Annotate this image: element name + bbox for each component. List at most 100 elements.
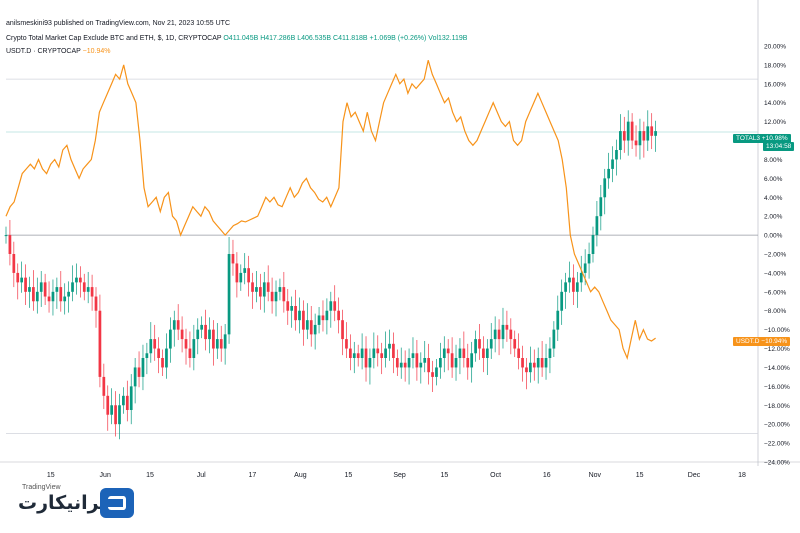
candle-body (180, 329, 184, 340)
x-tick-label: 15 (345, 472, 353, 479)
candle-body (439, 358, 442, 368)
candle-body (587, 254, 591, 264)
candle-body (129, 386, 133, 410)
candle-body (82, 282, 86, 292)
candle-body (149, 339, 153, 354)
candle-body (8, 235, 12, 254)
candle-body (423, 358, 427, 363)
candle-body (384, 348, 387, 358)
candle-body (32, 287, 35, 302)
candle-body (622, 131, 626, 141)
candle-body (215, 339, 219, 349)
candle-body (345, 339, 348, 349)
candle-body (90, 287, 94, 297)
candle-body (239, 272, 243, 283)
candle-body (462, 348, 466, 358)
x-tick-label: Dec (688, 472, 701, 479)
candle-body (364, 348, 368, 368)
candle-body (395, 358, 399, 368)
candle-body (630, 121, 634, 141)
candle-body (102, 376, 106, 396)
x-tick-label: Oct (490, 472, 501, 479)
x-tick-label: Nov (589, 472, 602, 479)
y-tick-label: −16.00% (764, 384, 790, 391)
candle-body (392, 343, 395, 358)
candle-body (544, 358, 548, 368)
candle-body (305, 320, 309, 330)
candle-body (165, 348, 168, 368)
candle-body (548, 348, 552, 358)
candle-body (235, 263, 239, 283)
total3-tag-value: +10.98% (761, 135, 788, 142)
candle-body (317, 315, 321, 325)
candle-body (376, 348, 380, 354)
usdt-dominance-line (5, 60, 656, 360)
candle-body (337, 310, 340, 321)
candle-body (78, 277, 82, 283)
candle-body (532, 362, 536, 368)
candle-body (188, 348, 192, 358)
candle-body (71, 282, 74, 292)
candle-body (63, 296, 67, 302)
candle-body (568, 277, 571, 283)
x-tick-label: 16 (543, 472, 551, 479)
candle-body (43, 282, 47, 297)
candle-body (333, 301, 337, 311)
candle-body (446, 348, 450, 354)
y-tick-label: −22.00% (764, 441, 790, 448)
candle-body (579, 272, 583, 283)
candle-body (360, 348, 364, 358)
candle-body (145, 353, 149, 358)
y-tick-label: −14.00% (764, 365, 790, 372)
candle-body (619, 131, 622, 150)
logo-text: ایرانیکارت (18, 492, 114, 514)
candle-body (118, 405, 121, 425)
candle-body (560, 291, 564, 311)
candle-body (482, 348, 485, 358)
candle-body (556, 310, 560, 330)
candle-body (368, 358, 372, 368)
candle-body (302, 310, 305, 330)
candle-body (75, 277, 78, 283)
candle-body (615, 150, 618, 160)
candle-body (200, 324, 204, 330)
candle-body (161, 358, 164, 368)
candle-body (270, 291, 274, 302)
y-tick-label: −20.00% (764, 422, 790, 429)
ohlc-open: O411.045B (223, 35, 259, 42)
symbol-name[interactable]: Crypto Total Market Cap Exclude BTC and … (6, 35, 222, 42)
x-tick-label: 15 (47, 472, 55, 479)
candle-body (313, 324, 317, 335)
series2-info: USDT.D · CRYPTOCAP −10.94% (6, 48, 110, 55)
series2-value: −10.94% (82, 48, 111, 55)
candle-body (67, 291, 70, 297)
total3-countdown: 13:04:58 (763, 142, 795, 151)
candle-body (356, 353, 360, 358)
candle-body (106, 395, 110, 415)
candle-body (137, 367, 141, 377)
candle-body (341, 320, 344, 340)
y-tick-label: −6.00% (764, 289, 786, 296)
candle-body (153, 339, 157, 349)
candle-body (98, 310, 102, 377)
y-tick-label: 12.00% (764, 119, 786, 126)
candle-body (638, 131, 642, 146)
candle-body (435, 367, 438, 377)
candle-body (603, 178, 607, 198)
candle-body (536, 358, 540, 368)
candle-body (157, 348, 160, 358)
series2-name[interactable]: USDT.D · CRYPTOCAP (6, 48, 81, 55)
y-tick-label: −8.00% (764, 308, 786, 315)
x-tick-label: 15 (636, 472, 644, 479)
candle-body (223, 334, 227, 349)
candle-body (650, 126, 654, 136)
symbol-info: Crypto Total Market Cap Exclude BTC and … (6, 35, 467, 42)
candle-body (626, 121, 630, 141)
candle-body (450, 353, 454, 368)
candle-body (321, 315, 325, 321)
candle-body (372, 348, 376, 358)
candle-body (521, 358, 524, 368)
candle-body (642, 131, 646, 141)
candle-body (274, 291, 278, 302)
